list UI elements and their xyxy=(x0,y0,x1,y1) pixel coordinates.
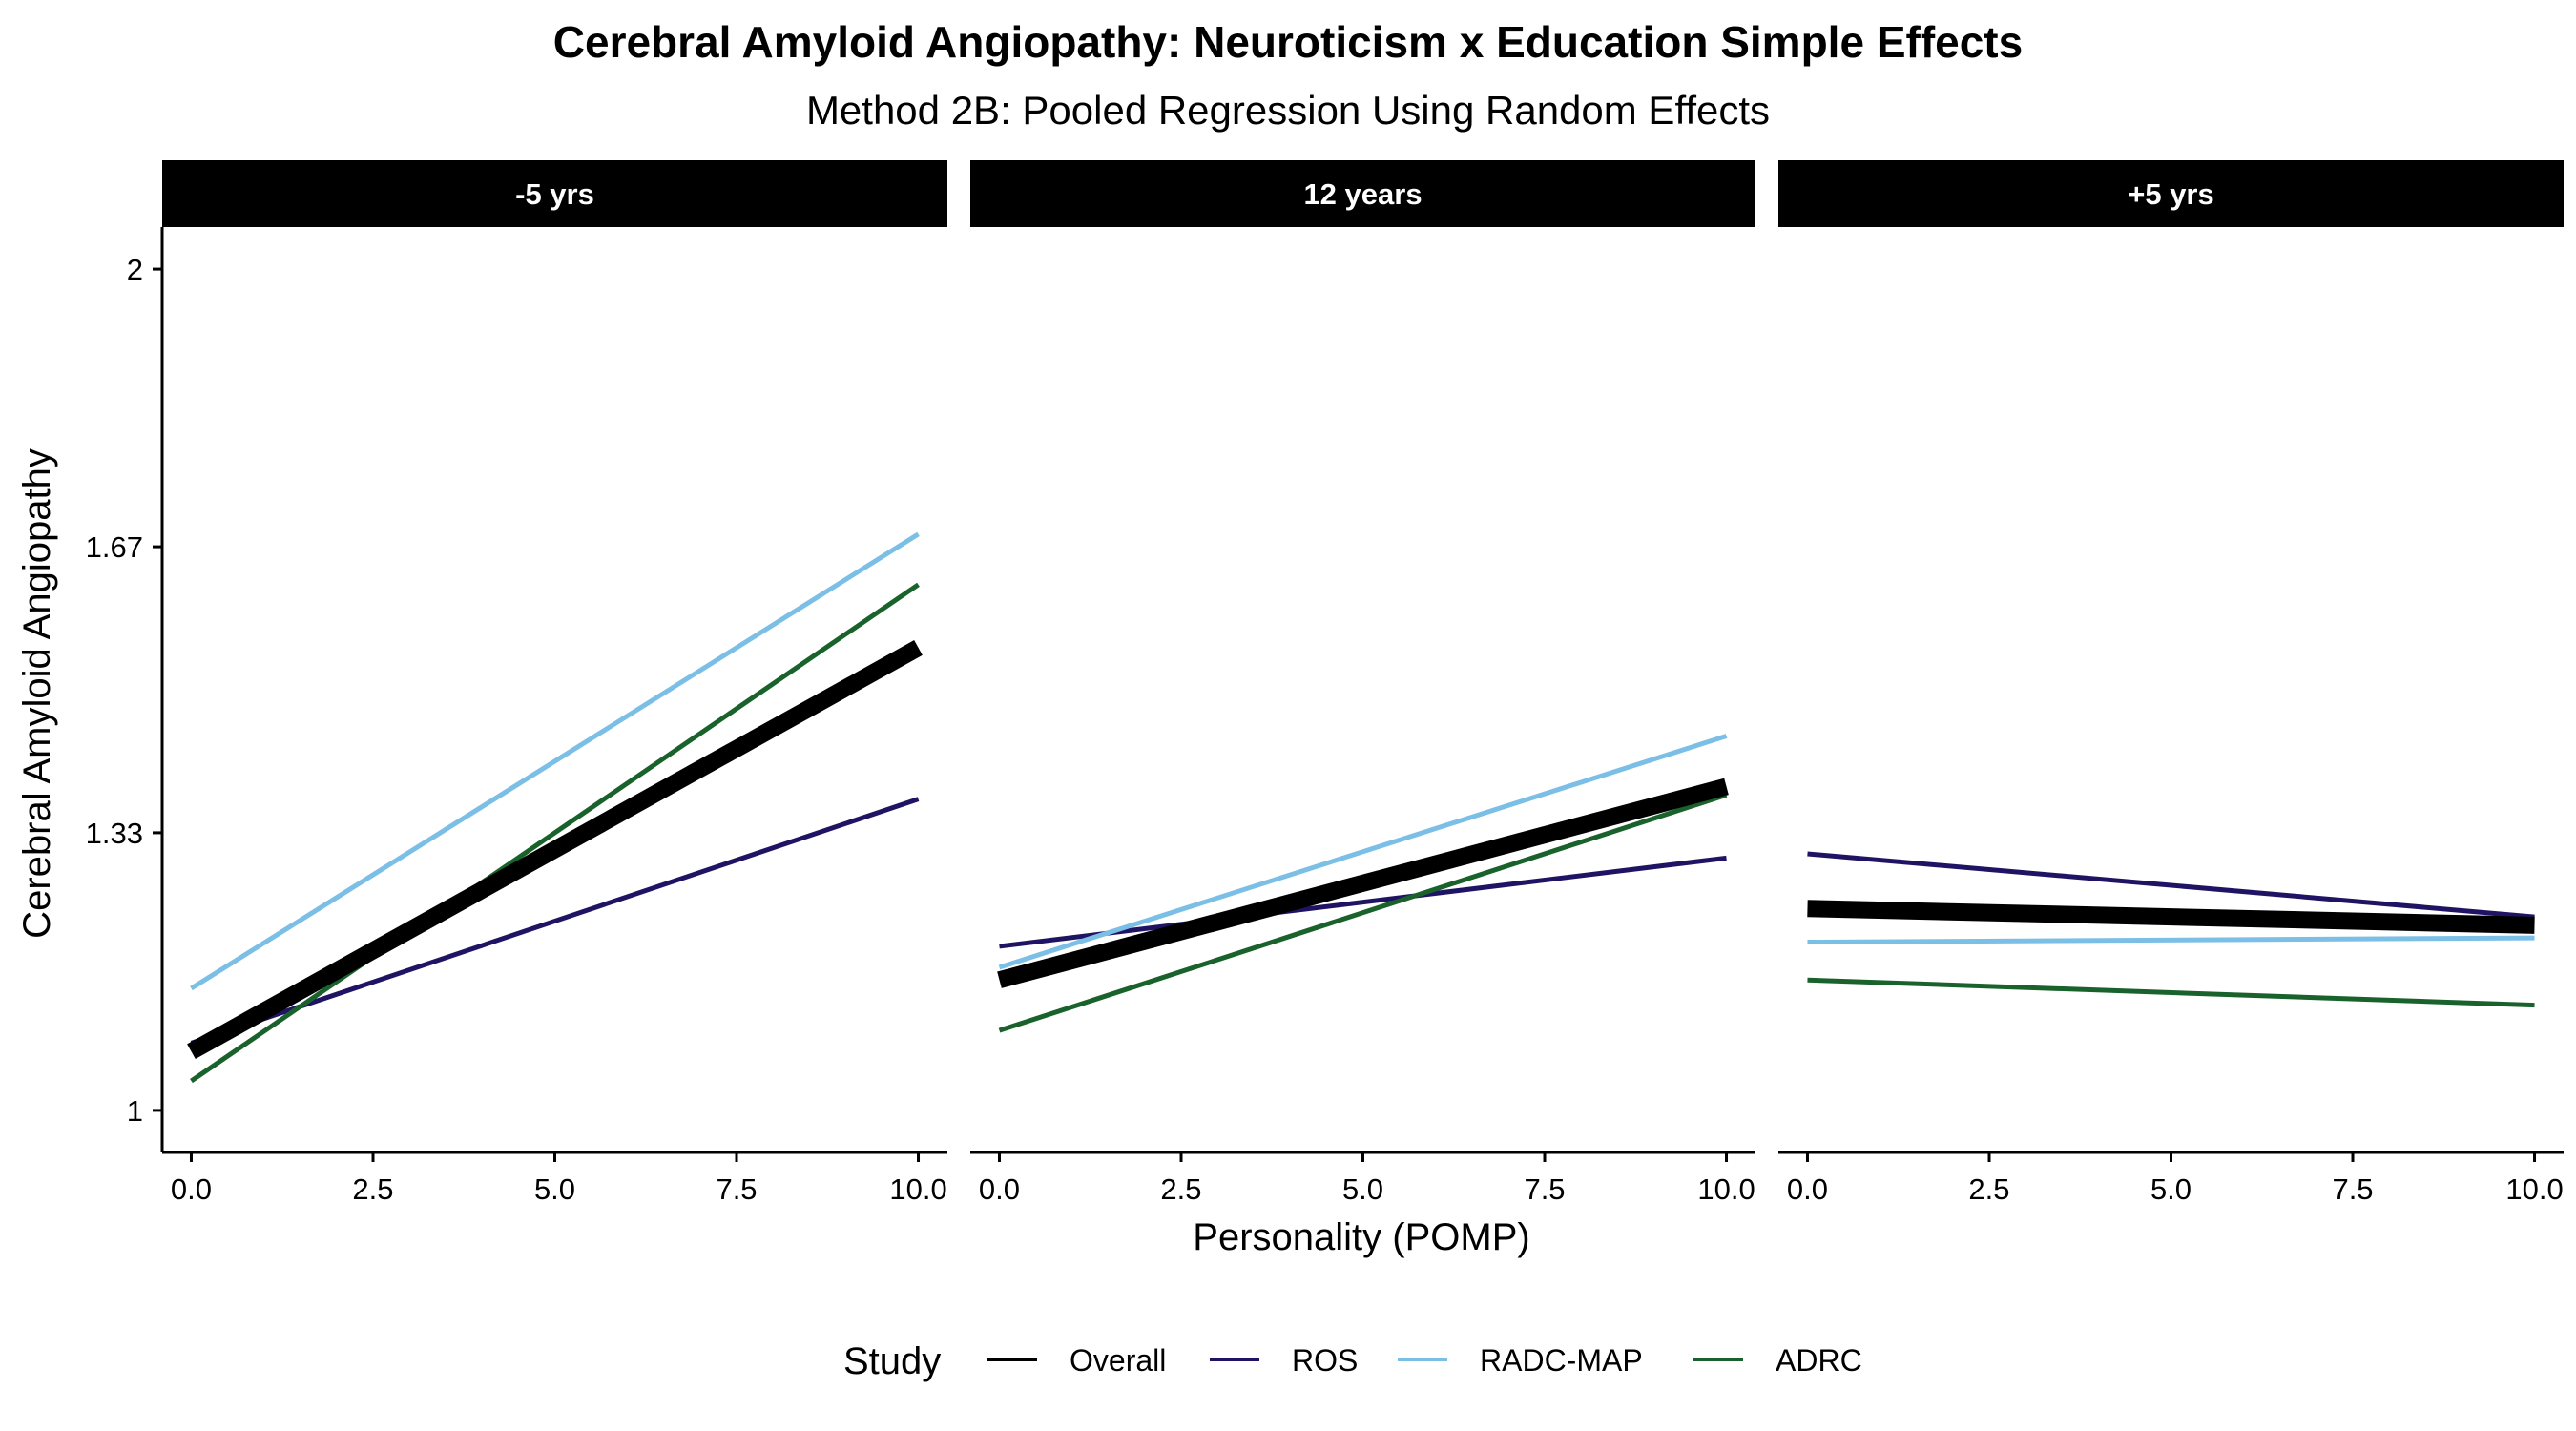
x-tick-label: 5.0 xyxy=(2150,1172,2192,1206)
chart-title: Cerebral Amyloid Angiopathy: Neuroticism… xyxy=(553,17,2023,67)
series-line-overall xyxy=(997,778,1729,988)
x-tick-label: 0.0 xyxy=(979,1172,1020,1206)
series-line-ros xyxy=(1807,851,2535,920)
facet-strip-label: 12 years xyxy=(1303,177,1422,211)
x-tick-label: 10.0 xyxy=(2505,1172,2563,1206)
legend: Study Overall ROS RADC-MAP ADRC xyxy=(843,1340,1862,1382)
series-line-ros xyxy=(999,855,1727,949)
series-line-overall xyxy=(187,640,923,1060)
series-line-ros xyxy=(190,797,920,1046)
legend-title: Study xyxy=(843,1340,941,1382)
legend-items: Overall ROS RADC-MAP ADRC xyxy=(987,1343,1862,1378)
y-tick-label: 2 xyxy=(127,253,143,286)
facet-strip xyxy=(162,160,947,227)
x-tick-label: 0.0 xyxy=(1787,1172,1828,1206)
series-line-overall xyxy=(1807,900,2535,934)
series-line-adrc xyxy=(1807,977,2535,1008)
facet-panel: -5 yrs 0.0 2.5 5.0 7.5 10.0 1 1.33 1.67 2 xyxy=(86,160,947,1206)
y-axis-title: Cerebral Amyloid Angiopathy xyxy=(16,448,58,939)
facet-strip-label: -5 yrs xyxy=(515,177,594,211)
x-tick-label: 10.0 xyxy=(889,1172,946,1206)
x-tick-label: 7.5 xyxy=(716,1172,757,1206)
x-tick-label: 10.0 xyxy=(1697,1172,1755,1206)
legend-label: Overall xyxy=(1070,1343,1166,1378)
series-line-adrc xyxy=(190,582,920,1084)
x-axis-title: Personality (POMP) xyxy=(1193,1216,1529,1258)
facet-panel: 12 years 0.0 2.5 5.0 7.5 10.0 xyxy=(970,160,1755,1206)
series-line-adrc xyxy=(998,792,1728,1033)
x-tick-label: 2.5 xyxy=(1968,1172,2009,1206)
legend-label: ADRC xyxy=(1776,1343,1862,1378)
x-tick-label: 5.0 xyxy=(534,1172,575,1206)
series-line-radc-map xyxy=(1807,935,2535,945)
series-line-radc-map xyxy=(998,734,1728,970)
legend-label: RADC-MAP xyxy=(1480,1343,1643,1378)
y-tick-label: 1.33 xyxy=(86,817,143,850)
x-tick-label: 2.5 xyxy=(1160,1172,1201,1206)
facet-panels: -5 yrs 0.0 2.5 5.0 7.5 10.0 1 1.33 1.67 2 12 years… xyxy=(86,160,2564,1206)
x-tick-label: 0.0 xyxy=(171,1172,212,1206)
facet-panel: +5 yrs 0.0 2.5 5.0 7.5 10.0 xyxy=(1778,160,2564,1206)
legend-label: ROS xyxy=(1292,1343,1358,1378)
facet-strip-label: +5 yrs xyxy=(2128,177,2214,211)
y-tick-label: 1.67 xyxy=(86,530,143,564)
y-tick-label: 1 xyxy=(127,1094,143,1128)
chart-subtitle: Method 2B: Pooled Regression Using Rando… xyxy=(806,88,1770,133)
x-tick-label: 2.5 xyxy=(352,1172,393,1206)
x-tick-label: 7.5 xyxy=(2332,1172,2373,1206)
series-line-radc-map xyxy=(190,531,920,991)
facet-strip xyxy=(1778,160,2564,227)
x-tick-label: 5.0 xyxy=(1342,1172,1383,1206)
x-tick-label: 7.5 xyxy=(1524,1172,1565,1206)
facet-strip xyxy=(970,160,1755,227)
